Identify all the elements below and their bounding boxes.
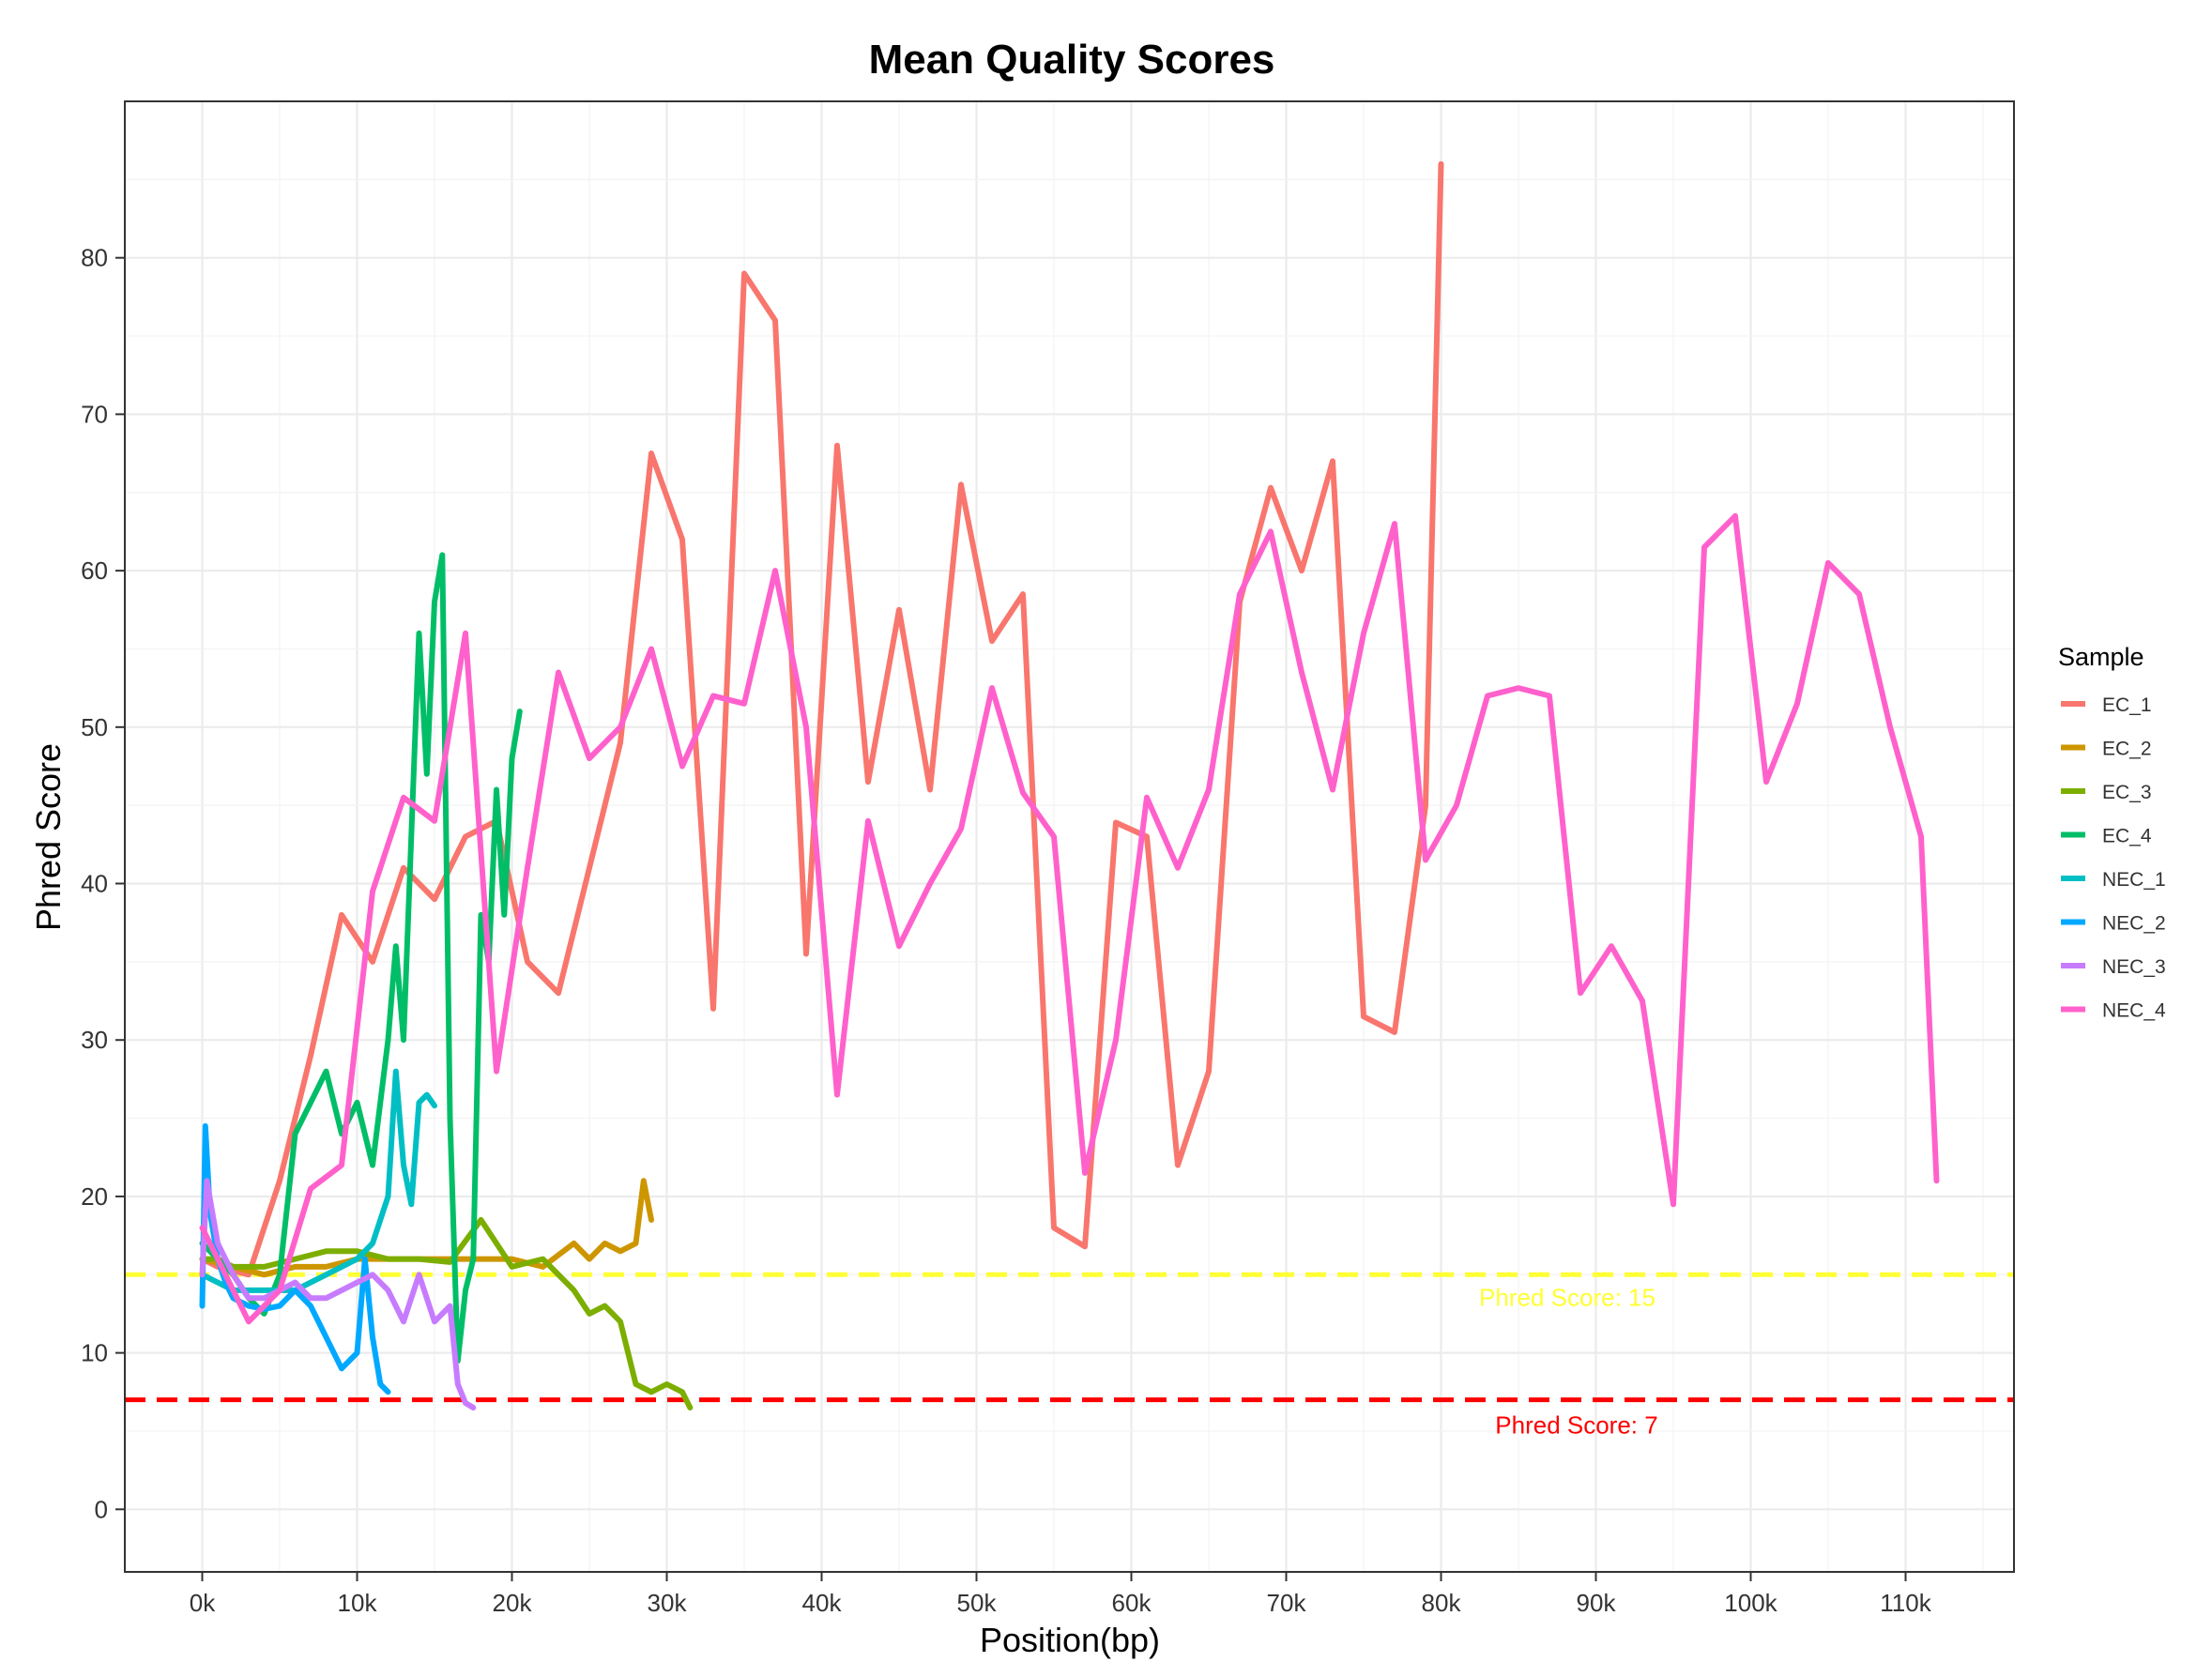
x-tick-label: 50k (957, 1589, 998, 1617)
legend-label: EC_1 (2102, 694, 2152, 716)
panel-border (124, 100, 2015, 1573)
x-tick-label: 30k (648, 1589, 688, 1617)
legend-label: NEC_4 (2102, 1000, 2166, 1022)
legend: Sample EC_1 EC_2 EC_3 EC_4 NEC_1 NEC_2 NEC_3 NE… (2058, 643, 2166, 1022)
y-tick-label: 70 (81, 400, 108, 428)
y-tick-label: 0 (95, 1495, 108, 1523)
series-line (199, 1068, 437, 1293)
x-tick-label: 100k (1724, 1589, 1777, 1617)
legend-title: Sample (2058, 643, 2144, 671)
y-axis-ticks: 0 10 20 30 40 50 60 70 80 (81, 244, 125, 1523)
legend-label: EC_4 (2102, 826, 2152, 847)
y-tick-label: 60 (81, 556, 108, 585)
series-line (199, 1178, 477, 1410)
legend-label: NEC_2 (2102, 913, 2166, 935)
y-tick-label: 20 (81, 1182, 108, 1211)
series-lines (199, 160, 1940, 1410)
grid (125, 101, 2014, 1572)
x-tick-label: 0k (190, 1589, 216, 1617)
y-axis-title: Phred Score (29, 743, 68, 931)
legend-label: EC_3 (2102, 782, 2152, 803)
x-tick-label: 60k (1112, 1589, 1152, 1617)
reference-line-label: Phred Score: 7 (1495, 1411, 1657, 1440)
x-axis-ticks: 0k 10k 20k 30k 40k 50k 60k 70k 80k 90k 100k 110k (190, 1572, 1932, 1617)
x-axis-title: Position(bp) (980, 1621, 1160, 1659)
chart-title: Mean Quality Scores (869, 37, 1275, 83)
x-tick-label: 40k (802, 1589, 843, 1617)
y-tick-label: 30 (81, 1026, 108, 1054)
reference-line-label: Phred Score: 15 (1479, 1283, 1655, 1311)
x-tick-label: 70k (1267, 1589, 1307, 1617)
reference-lines: Phred Score: 15 Phred Score: 7 (125, 1272, 2014, 1440)
y-tick-label: 10 (81, 1339, 108, 1367)
legend-label: EC_2 (2102, 739, 2152, 760)
legend-label: NEC_1 (2102, 869, 2166, 891)
y-tick-label: 80 (81, 244, 108, 272)
x-tick-label: 10k (338, 1589, 378, 1617)
legend-label: NEC_3 (2102, 956, 2166, 978)
legend-items: EC_1 EC_2 EC_3 EC_4 NEC_1 NEC_2 NEC_3 NEC_4 (2061, 694, 2166, 1022)
x-tick-label: 80k (1422, 1589, 1462, 1617)
x-tick-label: 110k (1880, 1589, 1931, 1617)
x-tick-label: 90k (1577, 1589, 1617, 1617)
y-tick-label: 40 (81, 870, 108, 898)
series-line (199, 512, 1940, 1325)
y-tick-label: 50 (81, 713, 108, 741)
x-tick-label: 20k (493, 1589, 533, 1617)
series-line (199, 1178, 654, 1278)
